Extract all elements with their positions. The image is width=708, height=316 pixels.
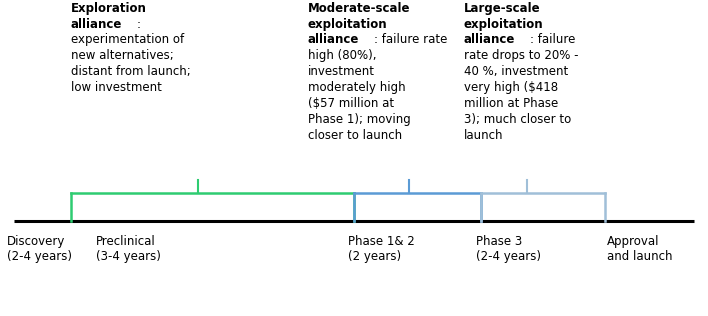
Text: moderately high: moderately high <box>308 81 406 94</box>
Text: Phase 1); moving: Phase 1); moving <box>308 113 411 126</box>
Text: exploitation: exploitation <box>464 17 543 31</box>
Text: :: : <box>137 17 141 31</box>
Text: Exploration: Exploration <box>71 2 147 15</box>
Text: ($57 million at: ($57 million at <box>308 97 394 110</box>
Text: alliance: alliance <box>308 33 360 46</box>
Text: Phase 1& 2
(2 years): Phase 1& 2 (2 years) <box>348 235 415 264</box>
Text: exploitation: exploitation <box>308 17 387 31</box>
Text: 3); much closer to: 3); much closer to <box>464 113 571 126</box>
Text: rate drops to 20% -: rate drops to 20% - <box>464 49 578 62</box>
Text: Discovery
(2-4 years): Discovery (2-4 years) <box>7 235 72 264</box>
Text: Moderate-scale: Moderate-scale <box>308 2 411 15</box>
Text: Phase 3
(2-4 years): Phase 3 (2-4 years) <box>476 235 541 264</box>
Text: investment: investment <box>308 65 375 78</box>
Text: new alternatives;: new alternatives; <box>71 49 173 62</box>
Text: high (80%),: high (80%), <box>308 49 377 62</box>
Text: alliance: alliance <box>71 17 122 31</box>
Text: Approval
and launch: Approval and launch <box>607 235 673 264</box>
Text: low investment: low investment <box>71 81 161 94</box>
Text: distant from launch;: distant from launch; <box>71 65 190 78</box>
Text: 40 %, investment: 40 %, investment <box>464 65 568 78</box>
Text: closer to launch: closer to launch <box>308 129 402 142</box>
Text: alliance: alliance <box>464 33 515 46</box>
Text: : failure rate: : failure rate <box>375 33 447 46</box>
Text: experimentation of: experimentation of <box>71 33 184 46</box>
Text: launch: launch <box>464 129 503 142</box>
Text: Large-scale: Large-scale <box>464 2 540 15</box>
Text: : failure: : failure <box>530 33 576 46</box>
Text: million at Phase: million at Phase <box>464 97 558 110</box>
Text: very high ($418: very high ($418 <box>464 81 558 94</box>
Text: Preclinical
(3-4 years): Preclinical (3-4 years) <box>96 235 161 264</box>
